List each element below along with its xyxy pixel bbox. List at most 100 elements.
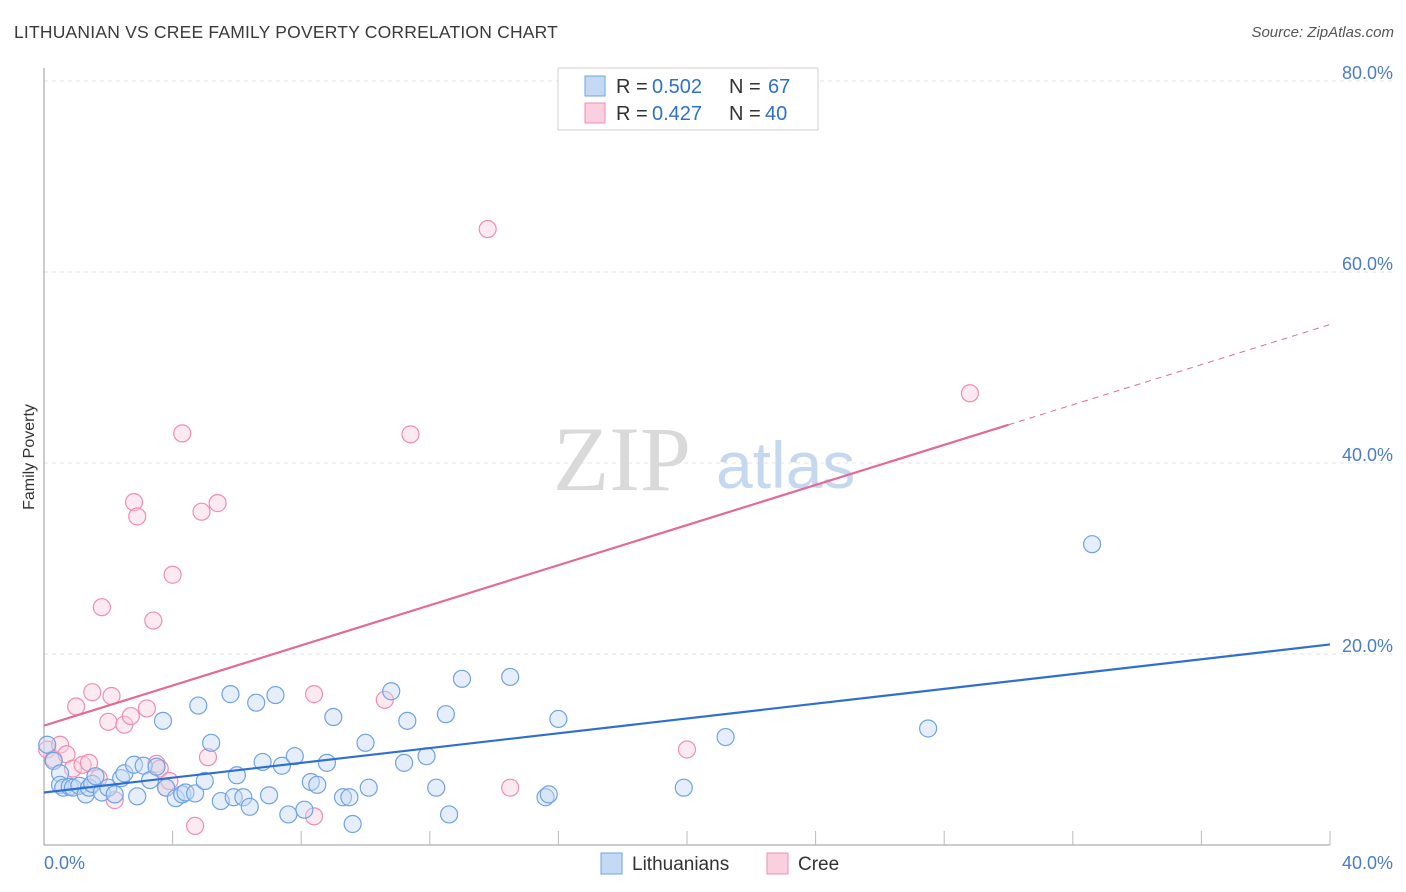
lithuanians-point-23 bbox=[153, 711, 173, 730]
cree-trendline-extension bbox=[1008, 324, 1331, 426]
lithuanians-point-21 bbox=[147, 757, 166, 776]
series-cree-points bbox=[38, 219, 980, 836]
lithuanians-point-66 bbox=[674, 778, 693, 797]
legend-swatch-lithuanians bbox=[584, 75, 606, 97]
legend-n-value-1: 67 bbox=[768, 76, 790, 98]
series-legend: Lithuanians Cree bbox=[600, 852, 839, 875]
source-label: Source: ZipAtlas.com bbox=[1251, 24, 1394, 41]
lithuanians-point-42 bbox=[279, 805, 298, 824]
cree-point-11 bbox=[99, 712, 118, 731]
lithuanians-point-30 bbox=[202, 733, 221, 752]
y-tick-label-40: 40.0% bbox=[1342, 445, 1393, 465]
lithuanians-point-63 bbox=[536, 788, 555, 807]
y-tick-label-80: 80.0% bbox=[1342, 63, 1393, 83]
legend-swatch-cree bbox=[584, 102, 606, 124]
cree-point-31 bbox=[304, 685, 324, 704]
bottom-legend-swatch-cree bbox=[766, 852, 789, 875]
legend-n-value-2: 40 bbox=[765, 103, 787, 125]
lithuanians-point-59 bbox=[436, 705, 455, 724]
lithuanians-point-54 bbox=[382, 682, 401, 701]
legend-n-label-2: N = bbox=[729, 103, 761, 125]
lithuanians-point-13 bbox=[99, 778, 118, 797]
y-tick-label-60: 60.0% bbox=[1342, 254, 1393, 274]
cree-point-26 bbox=[186, 816, 205, 836]
cree-point-34 bbox=[478, 219, 497, 239]
y-tick-labels: 20.0% 40.0% 60.0% 80.0% bbox=[1342, 63, 1393, 656]
lithuanians-point-62 bbox=[501, 667, 520, 687]
cree-point-8 bbox=[83, 683, 102, 702]
lithuanians-point-50 bbox=[340, 788, 359, 807]
bottom-legend-label-cree: Cree bbox=[798, 854, 839, 875]
lithuanians-point-0 bbox=[38, 735, 57, 754]
lithuanians-point-4 bbox=[54, 778, 73, 797]
chart-title: LITHUANIAN VS CREE FAMILY POVERTY CORREL… bbox=[14, 22, 559, 42]
lithuanians-point-44 bbox=[295, 800, 314, 819]
cree-point-24 bbox=[163, 565, 182, 584]
cree-point-28 bbox=[198, 748, 218, 767]
lithuanians-point-60 bbox=[439, 805, 459, 824]
cree-point-29 bbox=[208, 494, 227, 513]
lithuanians-point-52 bbox=[356, 733, 375, 752]
cree-point-10 bbox=[92, 598, 111, 617]
lithuanians-point-17 bbox=[124, 755, 144, 774]
lithuanians-point-40 bbox=[266, 685, 285, 705]
lithuanians-point-37 bbox=[247, 693, 266, 712]
lithuanians-point-29 bbox=[195, 771, 214, 791]
series-lithuanians-points bbox=[38, 535, 1102, 834]
lithuanians-point-56 bbox=[398, 711, 417, 730]
lithuanians-point-26 bbox=[176, 783, 195, 802]
y-tick-label-20: 20.0% bbox=[1342, 636, 1393, 656]
lithuanians-point-58 bbox=[427, 778, 446, 797]
lithuanians-point-61 bbox=[452, 669, 472, 688]
cree-point-27 bbox=[192, 502, 211, 521]
stats-legend: R = 0.502 N = 67 R = 0.427 N = 40 bbox=[557, 67, 819, 131]
lithuanians-point-32 bbox=[221, 685, 240, 704]
legend-r-label-2: R = bbox=[616, 103, 648, 125]
cree-point-37 bbox=[960, 384, 980, 403]
lithuanians-point-57 bbox=[417, 747, 436, 766]
lithuanians-point-68 bbox=[919, 719, 938, 738]
cree-point-19 bbox=[144, 611, 163, 630]
x-tick-label-min: 0.0% bbox=[44, 853, 85, 873]
lithuanians-point-65 bbox=[549, 709, 568, 729]
lithuanians-point-39 bbox=[259, 786, 279, 805]
legend-r-value-1: 0.502 bbox=[652, 76, 702, 98]
lithuanians-point-33 bbox=[224, 788, 243, 807]
lithuanians-point-64 bbox=[539, 785, 558, 804]
cree-point-15 bbox=[121, 706, 140, 726]
bottom-legend-swatch-lithuanians bbox=[600, 852, 623, 875]
lithuanians-point-47 bbox=[317, 753, 337, 772]
cree-point-5 bbox=[67, 697, 86, 716]
legend-n-label-1: N = bbox=[729, 76, 761, 98]
watermark-atlas: atlas bbox=[716, 428, 855, 502]
x-ticks bbox=[172, 831, 1331, 845]
lithuanians-point-67 bbox=[716, 727, 735, 747]
lithuanians-point-46 bbox=[308, 775, 327, 794]
cree-point-17 bbox=[128, 507, 147, 526]
cree-point-33 bbox=[401, 425, 420, 444]
lithuanians-point-69 bbox=[1082, 535, 1102, 554]
x-tick-label-max: 40.0% bbox=[1342, 853, 1393, 873]
bottom-legend-label-lithuanians: Lithuanians bbox=[632, 854, 729, 875]
lithuanians-point-51 bbox=[343, 814, 362, 834]
lithuanians-point-48 bbox=[324, 707, 343, 727]
lithuanians-point-27 bbox=[186, 784, 205, 803]
lithuanians-trendline bbox=[43, 643, 1331, 794]
lithuanians-point-35 bbox=[234, 788, 253, 807]
cree-point-30 bbox=[304, 807, 324, 826]
cree-point-16 bbox=[124, 493, 144, 512]
lithuanians-point-49 bbox=[333, 788, 353, 807]
watermark-zip: ZIP bbox=[553, 408, 691, 510]
cree-trendline bbox=[43, 423, 1009, 727]
lithuanians-point-28 bbox=[189, 696, 208, 715]
cree-point-6 bbox=[73, 755, 92, 774]
cree-point-25 bbox=[173, 424, 192, 443]
legend-r-label-1: R = bbox=[616, 76, 648, 98]
lithuanians-point-55 bbox=[394, 753, 414, 772]
y-axis-title: Family Poverty bbox=[21, 404, 38, 510]
lithuanians-point-53 bbox=[359, 778, 378, 797]
lithuanians-point-25 bbox=[173, 785, 192, 804]
legend-r-value-2: 0.427 bbox=[652, 103, 702, 125]
lithuanians-point-14 bbox=[105, 785, 124, 804]
